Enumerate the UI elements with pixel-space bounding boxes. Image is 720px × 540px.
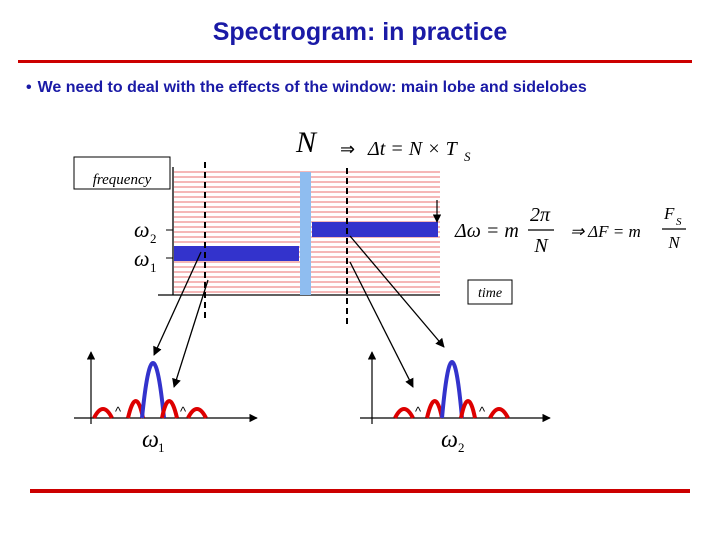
frequency-label-box xyxy=(73,156,171,190)
time-label: time xyxy=(478,286,502,301)
spectrum2-caret-left: ^ xyxy=(415,404,422,419)
page-title: Spectrogram: in practice xyxy=(212,18,508,46)
time-label-box xyxy=(467,279,513,305)
spectrum2-sidelobe-3 xyxy=(459,399,477,419)
spectrum1-omega-subscript: 1 xyxy=(158,440,165,455)
bullet-point: • We need to deal with the effects of the… xyxy=(26,79,706,97)
spectrum1-sidelobe-3 xyxy=(160,399,179,419)
spectrum1-caret-right: ^ xyxy=(180,404,187,419)
spectrum2-caret-right: ^ xyxy=(479,404,486,419)
title-divider xyxy=(18,60,692,63)
band-omega-1 xyxy=(174,246,299,261)
spectrum1-mainlobe xyxy=(140,361,166,419)
fs-numerator-subscript: S xyxy=(676,216,682,228)
arrow-band2-to-sidelobe xyxy=(349,261,414,388)
delta-F-denominator: N xyxy=(667,233,681,252)
omega1-label: ω 1 xyxy=(134,246,157,275)
bullet-text: We need to deal with the effects of the … xyxy=(37,79,587,96)
delta-omega-formula: Δω = m xyxy=(454,220,519,242)
omega2-subscript: 2 xyxy=(150,231,157,246)
spectrum1-sidelobe-1 xyxy=(92,407,114,419)
window-length-symbol: N xyxy=(295,126,318,159)
implies-symbol-top: ⇒ xyxy=(340,139,355,159)
spectrum2-sidelobe-4 xyxy=(488,407,510,419)
delta-omega-denominator: N xyxy=(533,235,549,257)
window-column xyxy=(300,172,311,295)
spectrum2-omega-symbol: ω xyxy=(441,427,458,453)
omega2-symbol: ω xyxy=(134,217,150,242)
fs-numerator: F xyxy=(663,204,675,223)
frequency-label: frequency xyxy=(93,172,152,188)
spectrum1-sidelobe-4 xyxy=(186,407,208,419)
omega1-subscript: 1 xyxy=(150,260,157,275)
spectrum2-sidelobe-1 xyxy=(393,407,415,419)
spectrum2-sidelobe-2 xyxy=(425,399,444,419)
spectrum1-omega-symbol: ω xyxy=(142,427,159,453)
arrow-band1-to-mainlobe xyxy=(153,251,202,356)
spectrum2-omega-subscript: 2 xyxy=(458,440,465,455)
arrow-band2-to-mainlobe xyxy=(349,235,445,348)
spectrum-omega2: ^ ^ ω 2 xyxy=(360,351,551,455)
omega2-label: ω 2 xyxy=(134,217,157,246)
band-omega-2 xyxy=(312,222,438,237)
spectrum-omega1: ^ ^ ω 1 xyxy=(74,351,258,455)
delta-F-formula: ⇒ ΔF = m xyxy=(570,222,641,241)
spectrum1-caret-left: ^ xyxy=(115,404,122,419)
arrow-band1-to-sidelobe xyxy=(172,279,209,388)
spectrum2-mainlobe xyxy=(440,360,464,419)
delta-t-subscript: S xyxy=(464,149,471,164)
omega1-symbol: ω xyxy=(134,246,150,271)
bottom-divider xyxy=(30,489,690,493)
bullet-marker: • xyxy=(26,79,32,96)
delta-t-formula: Δt = N × T xyxy=(367,138,459,160)
two-pi-numerator: 2π xyxy=(530,204,551,226)
